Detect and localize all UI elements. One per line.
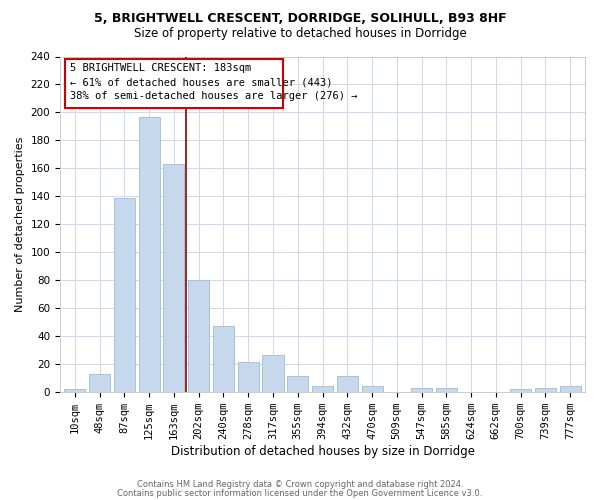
FancyBboxPatch shape	[65, 60, 283, 108]
Bar	[64, 389, 85, 392]
Bar	[114, 198, 135, 392]
Bar	[362, 386, 383, 392]
Bar	[287, 376, 308, 392]
Bar	[238, 362, 259, 392]
Bar	[411, 388, 432, 392]
Bar	[560, 386, 581, 392]
Text: 5 BRIGHTWELL CRESCENT: 183sqm: 5 BRIGHTWELL CRESCENT: 183sqm	[70, 64, 251, 74]
Y-axis label: Number of detached properties: Number of detached properties	[15, 136, 25, 312]
Bar	[510, 389, 531, 392]
Text: 5, BRIGHTWELL CRESCENT, DORRIDGE, SOLIHULL, B93 8HF: 5, BRIGHTWELL CRESCENT, DORRIDGE, SOLIHU…	[94, 12, 506, 26]
Text: Contains HM Land Registry data © Crown copyright and database right 2024.: Contains HM Land Registry data © Crown c…	[137, 480, 463, 489]
Text: Size of property relative to detached houses in Dorridge: Size of property relative to detached ho…	[134, 28, 466, 40]
Bar	[436, 388, 457, 392]
Bar	[139, 116, 160, 392]
Bar	[163, 164, 184, 392]
Text: 38% of semi-detached houses are larger (276) →: 38% of semi-detached houses are larger (…	[70, 92, 358, 102]
X-axis label: Distribution of detached houses by size in Dorridge: Distribution of detached houses by size …	[170, 444, 475, 458]
Bar	[188, 280, 209, 392]
Text: Contains public sector information licensed under the Open Government Licence v3: Contains public sector information licen…	[118, 488, 482, 498]
Bar	[337, 376, 358, 392]
Bar	[89, 374, 110, 392]
Bar	[312, 386, 333, 392]
Bar	[213, 326, 234, 392]
Text: ← 61% of detached houses are smaller (443): ← 61% of detached houses are smaller (44…	[70, 78, 332, 88]
Bar	[535, 388, 556, 392]
Bar	[262, 356, 284, 392]
